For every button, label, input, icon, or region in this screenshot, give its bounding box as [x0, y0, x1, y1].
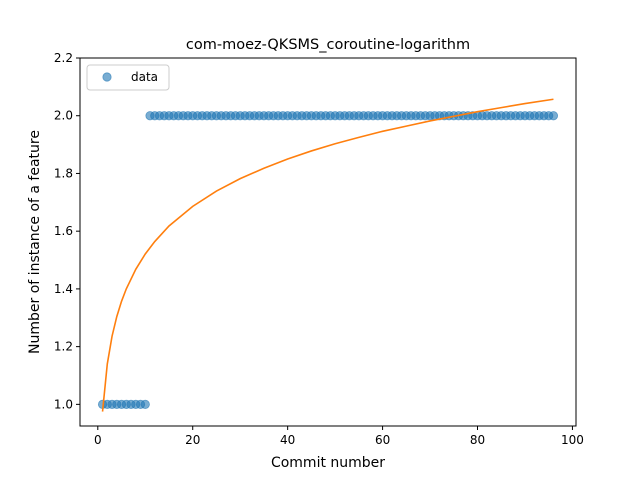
chart-title: com-moez-QKSMS_coroutine-logarithm — [186, 37, 470, 53]
x-tick-label: 20 — [185, 433, 200, 447]
data-point — [548, 111, 559, 121]
legend: data — [86, 64, 170, 91]
y-tick-label: 1.0 — [54, 397, 73, 411]
x-tick-label: 60 — [375, 433, 390, 447]
data-point — [140, 399, 150, 409]
legend-box — [86, 64, 170, 91]
plot-area: 0 20 40 60 80 100 1.0 1.2 1.4 1.6 1.8 2.0 2.2 — [54, 51, 584, 447]
y-tick-label: 2.2 — [54, 51, 73, 65]
x-tick-label: 40 — [280, 433, 295, 447]
x-tick-label: 100 — [561, 433, 584, 447]
legend-label: data — [131, 70, 158, 84]
axes-frame — [79, 57, 577, 427]
x-tick-label: 80 — [470, 433, 485, 447]
y-tick-label: 1.8 — [54, 166, 73, 180]
x-tick-label: 0 — [94, 433, 102, 447]
y-tick-label: 1.6 — [54, 224, 73, 238]
y-tick-label: 2.0 — [54, 109, 73, 123]
legend-marker — [102, 72, 112, 82]
y-tick-label: 1.4 — [54, 282, 73, 296]
y-tick-label: 1.2 — [54, 340, 73, 354]
fit-line — [101, 98, 554, 412]
y-axis-label: Number of instance of a feature — [27, 130, 43, 354]
x-axis-label: Commit number — [271, 455, 385, 471]
